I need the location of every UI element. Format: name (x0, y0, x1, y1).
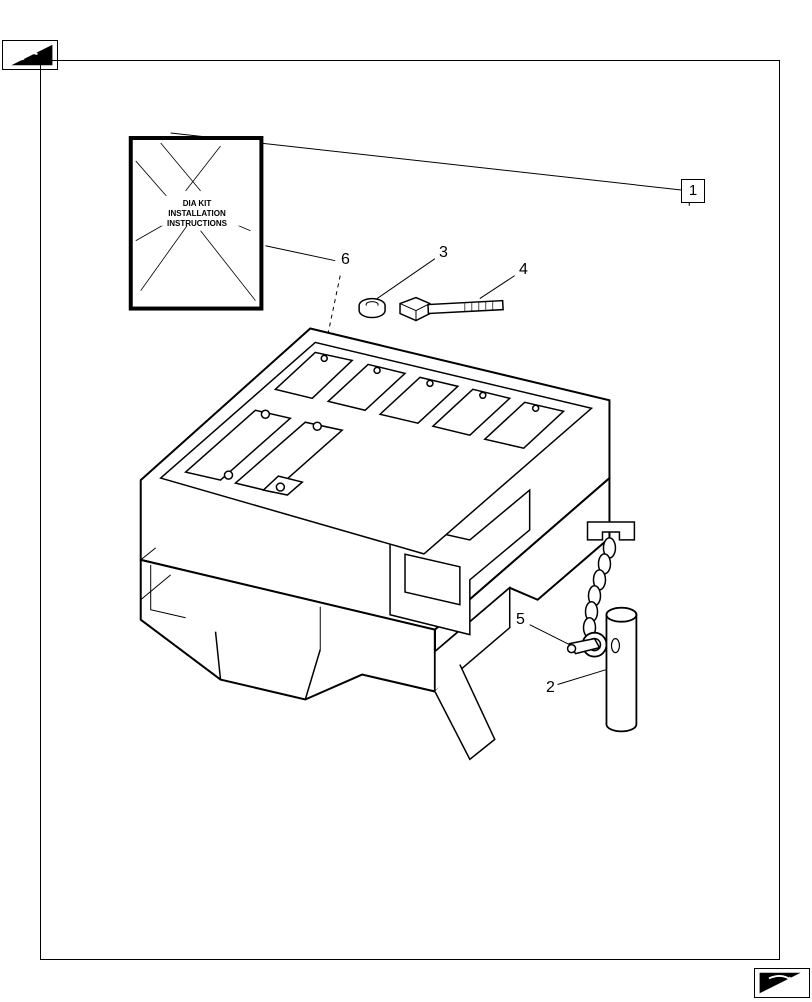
diagram-frame: DIA KIT INSTALLATION INSTRUCTIONS 1 2 3 … (40, 60, 780, 960)
bolt-part (400, 298, 503, 321)
callout-5: 5 (516, 611, 525, 629)
ballast-carrier (141, 328, 610, 759)
manual-title-line1: DIA KIT (143, 199, 251, 209)
nav-next-icon[interactable] (754, 968, 810, 998)
callout-1: 1 (681, 179, 705, 203)
callout-2: 2 (546, 679, 555, 697)
washer-part (359, 299, 385, 318)
callout-4: 4 (519, 261, 528, 279)
callout-6: 6 (341, 251, 350, 269)
manual-title-line2: INSTALLATION INSTRUCTIONS (143, 209, 251, 228)
parts-diagram (41, 61, 779, 959)
callout-3: 3 (439, 244, 448, 262)
